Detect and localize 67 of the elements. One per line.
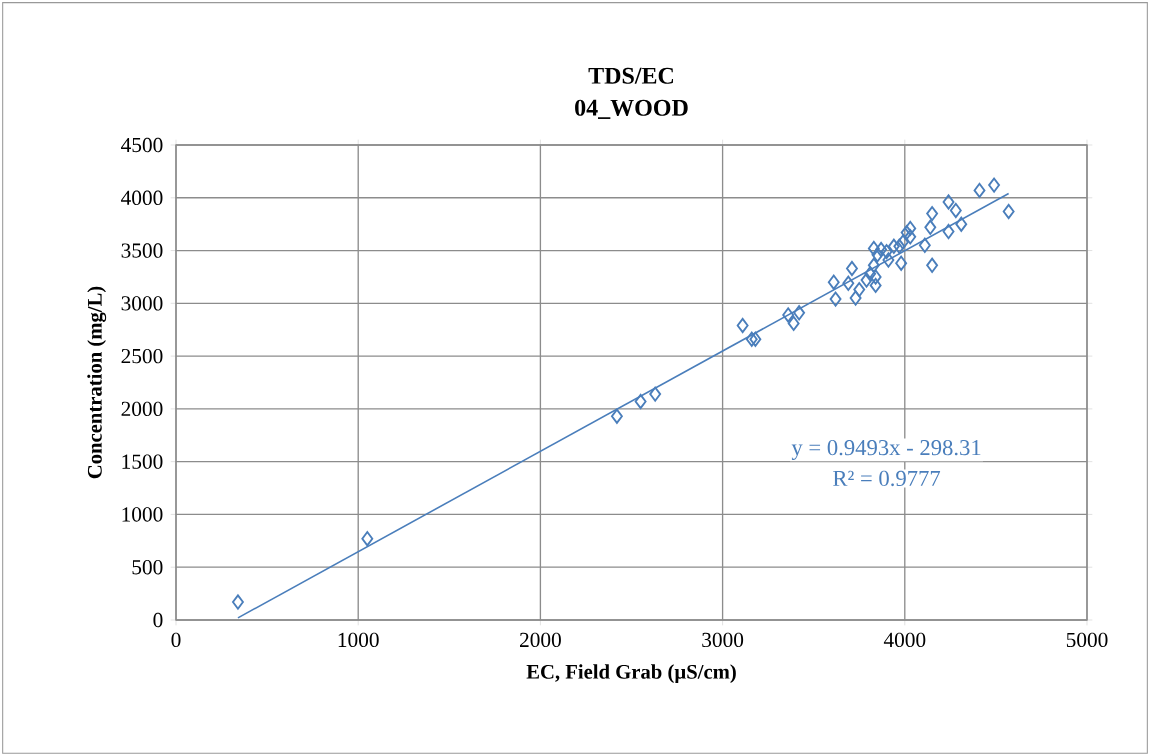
point [827, 274, 840, 290]
point [745, 331, 758, 347]
point [918, 237, 931, 253]
y-tick-label: 4500 [121, 137, 163, 153]
chart-title: TDS/EC [588, 67, 674, 84]
y-tick-label: 500 [132, 560, 163, 575]
point [926, 206, 939, 222]
point [871, 247, 884, 263]
point [949, 202, 962, 219]
point [867, 240, 880, 257]
point [942, 194, 955, 210]
point [942, 223, 955, 240]
x-tick-label: 4000 [883, 632, 926, 648]
chart-subtitle: 04_WOOD [575, 99, 688, 119]
y-tick-label: 2500 [121, 348, 163, 364]
point [869, 269, 882, 285]
point [610, 408, 623, 424]
y-tick-label: 4000 [121, 190, 163, 205]
annotation: y = 0.9493x - 298.31 [791, 439, 981, 460]
y-tick-label: 2000 [121, 401, 163, 417]
y-tick-label: 1000 [122, 507, 163, 522]
point [749, 331, 762, 347]
point [875, 241, 888, 258]
point [793, 305, 806, 321]
point [860, 272, 873, 288]
point [973, 182, 986, 198]
point [787, 315, 800, 331]
y-tick-label: 3500 [121, 243, 163, 258]
point [846, 260, 858, 277]
y-axis-title: Concentration (mg/L) [87, 286, 107, 479]
point [926, 257, 939, 273]
y-tick-label: 0 [153, 612, 163, 628]
x-tick-label: 1000 [338, 632, 379, 648]
point [904, 220, 917, 236]
point [849, 290, 862, 306]
point [867, 257, 880, 273]
x-tick-label: 3000 [702, 632, 744, 648]
point [887, 238, 900, 254]
point [864, 266, 877, 282]
point [232, 594, 244, 610]
point [924, 219, 937, 235]
x-tick-label: 0 [171, 632, 181, 648]
point [649, 386, 662, 402]
y-tick-label: 3000 [121, 296, 163, 311]
point [880, 244, 893, 260]
point [955, 216, 968, 232]
point [900, 225, 913, 241]
point [897, 234, 909, 250]
x-tick-label: 2000 [520, 632, 561, 648]
x-tick-label: 5000 [1066, 632, 1108, 648]
point [895, 255, 908, 271]
annotation: R² = 0.9777 [833, 470, 941, 487]
y-tick-label: 1500 [122, 454, 163, 469]
point [988, 177, 1001, 193]
x-axis-title: EC, Field Grab (µS/cm) [526, 664, 736, 683]
point [1002, 203, 1015, 220]
point [869, 277, 882, 293]
point [842, 275, 855, 291]
point [634, 393, 647, 410]
point [893, 238, 906, 254]
point [904, 229, 917, 245]
point [736, 317, 749, 334]
point [853, 282, 866, 298]
point [829, 291, 842, 307]
point [782, 307, 795, 323]
point [361, 531, 374, 547]
point [882, 252, 895, 268]
